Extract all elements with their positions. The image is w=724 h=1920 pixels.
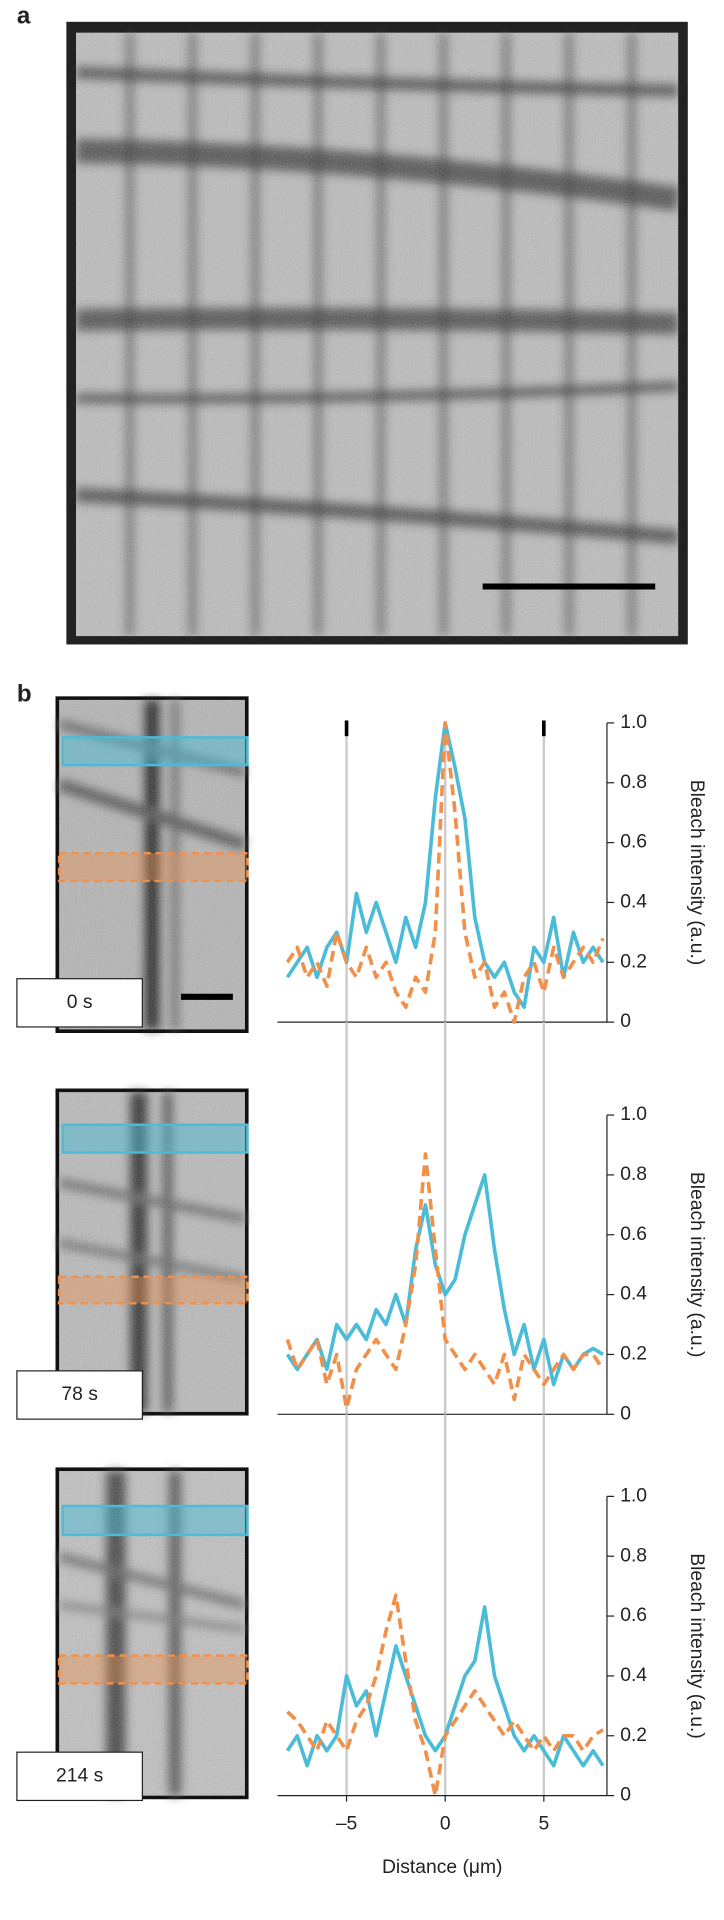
y-tick-label: 0.2 bbox=[620, 1725, 647, 1746]
y-tick-label: 0.2 bbox=[620, 1344, 647, 1365]
x-tick-label: –5 bbox=[336, 1814, 357, 1835]
series-line bbox=[285, 721, 605, 1024]
x-axis-label: Distance (μm) bbox=[382, 1857, 502, 1878]
time-label-box bbox=[16, 1751, 143, 1802]
x-tick-label: 5 bbox=[538, 1814, 549, 1835]
kymograph bbox=[55, 696, 249, 1034]
panel-label: a bbox=[17, 2, 31, 29]
x-tick-label: 0 bbox=[440, 1814, 451, 1835]
micrograph bbox=[66, 21, 688, 645]
y-tick-label: 0.6 bbox=[620, 1605, 647, 1626]
kymograph bbox=[55, 1088, 249, 1416]
time-label: 214 s bbox=[56, 1765, 103, 1786]
y-tick-label: 0.4 bbox=[620, 1665, 647, 1686]
series-line bbox=[285, 1152, 605, 1411]
y-tick-label: 0.6 bbox=[620, 1224, 647, 1245]
time-label: 78 s bbox=[61, 1384, 97, 1405]
kymograph bbox=[55, 1467, 249, 1800]
series-line bbox=[285, 1173, 604, 1387]
y-tick-label: 0 bbox=[620, 1785, 631, 1806]
y-tick-label: 0.4 bbox=[620, 892, 647, 913]
series-line bbox=[286, 1593, 604, 1798]
y-tick-label: 0 bbox=[620, 1011, 631, 1032]
time-label-box bbox=[16, 978, 143, 1028]
y-tick-label: 1.0 bbox=[620, 1485, 647, 1506]
y-tick-label: 0.8 bbox=[620, 1164, 647, 1185]
time-label: 0 s bbox=[67, 992, 93, 1013]
y-tick-label: 0.2 bbox=[620, 951, 647, 972]
y-axis-label: Bleach intensity (a.u.) bbox=[686, 1553, 707, 1739]
y-tick-label: 0.8 bbox=[620, 772, 647, 793]
y-tick-label: 1.0 bbox=[620, 1104, 647, 1125]
y-tick-label: 1.0 bbox=[620, 712, 647, 733]
panel-label: b bbox=[17, 681, 32, 708]
y-axis-label: Bleach intensity (a.u.) bbox=[686, 780, 707, 966]
y-tick-label: 0.6 bbox=[620, 832, 647, 853]
y-tick-label: 0.4 bbox=[620, 1284, 647, 1305]
time-label-box bbox=[16, 1370, 143, 1420]
y-tick-label: 0 bbox=[620, 1403, 631, 1424]
y-axis-label: Bleach intensity (a.u.) bbox=[686, 1172, 707, 1358]
y-tick-label: 0.8 bbox=[620, 1545, 647, 1566]
